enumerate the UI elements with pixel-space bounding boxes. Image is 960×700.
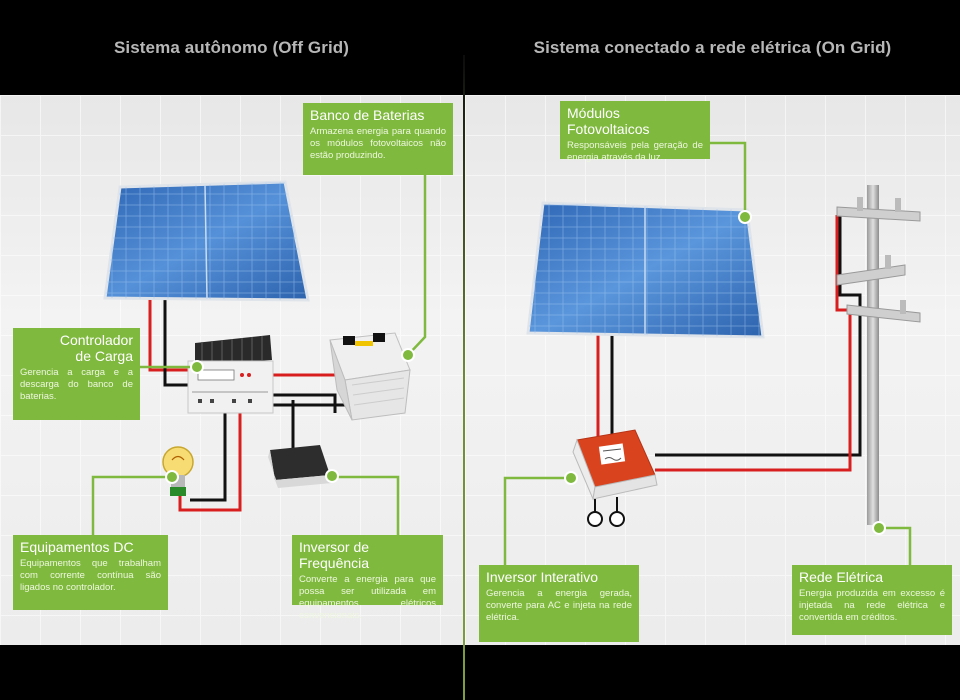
floor-grid (465, 95, 960, 645)
callout-connectors (503, 141, 912, 565)
callout-rede-eletrica: Rede Elétrica Energia produzida em exces… (792, 565, 952, 635)
callout-controlador: Controlador de Carga Gerencia a carga e … (13, 328, 140, 420)
callout-text: Gerencia a carga e a descarga do banco d… (20, 367, 133, 402)
callout-title-line2: de Carga (75, 348, 133, 364)
callout-text: Converte a energia para que possa ser ut… (299, 574, 436, 621)
solar-panel (526, 201, 765, 339)
frequency-inverter (268, 445, 332, 488)
callout-title: Equipamentos DC (20, 539, 134, 555)
wires (148, 295, 387, 512)
callout-title: Inversor Interativo (486, 569, 599, 585)
charge-controller (187, 335, 274, 414)
callout-text: Responsáveis pela geração de energia atr… (567, 140, 703, 163)
callout-equipamentos-dc: Equipamentos DC Equipamentos que trabalh… (13, 535, 168, 610)
callout-title-line1: Controlador (59, 332, 133, 348)
battery (329, 332, 411, 421)
callout-title: Inversor de Frequência (299, 539, 370, 571)
callout-inversor-frequencia: Inversor de Frequência Converte a energi… (292, 535, 443, 621)
on-grid-title: Sistema conectado a rede elétrica (On Gr… (533, 38, 892, 57)
callout-banco-baterias: Banco de Baterias Armazena energia para … (303, 103, 453, 175)
solar-panel (103, 180, 310, 302)
callout-text: Gerencia a energia gerada, converte para… (486, 588, 632, 623)
callout-inversor-interativo: Inversor Interativo Gerencia a energia g… (479, 565, 639, 642)
on-grid-diagram (465, 95, 960, 645)
connector-dots (564, 210, 886, 535)
callout-text: Equipamentos que trabalham com corrente … (20, 558, 161, 593)
panel-divider (463, 55, 465, 700)
callout-title: Banco de Baterias (310, 107, 425, 123)
callout-modulos-fotovoltaicos: Módulos Fotovoltaicos Responsáveis pela … (560, 101, 710, 163)
on-grid-panel: Sistema conectado a rede elétrica (On Gr… (465, 0, 960, 700)
wires (596, 210, 862, 472)
interactive-inverter (572, 429, 658, 527)
callout-connectors (91, 175, 427, 535)
connector-dots (165, 348, 415, 484)
callout-text: Armazena energia para quando os módulos … (310, 126, 446, 161)
off-grid-title: Sistema autônomo (Off Grid) (113, 38, 350, 57)
off-grid-panel: Sistema autônomo (Off Grid) (0, 0, 463, 700)
off-grid-scene: Banco de Baterias Armazena energia para … (0, 95, 463, 645)
on-grid-scene: Módulos Fotovoltaicos Responsáveis pela … (465, 95, 960, 645)
utility-pole (836, 185, 921, 525)
callout-title: Rede Elétrica (799, 569, 884, 585)
callout-text: Energia produzida em excesso é injetada … (799, 588, 945, 623)
callout-title: Módulos Fotovoltaicos (567, 105, 650, 137)
